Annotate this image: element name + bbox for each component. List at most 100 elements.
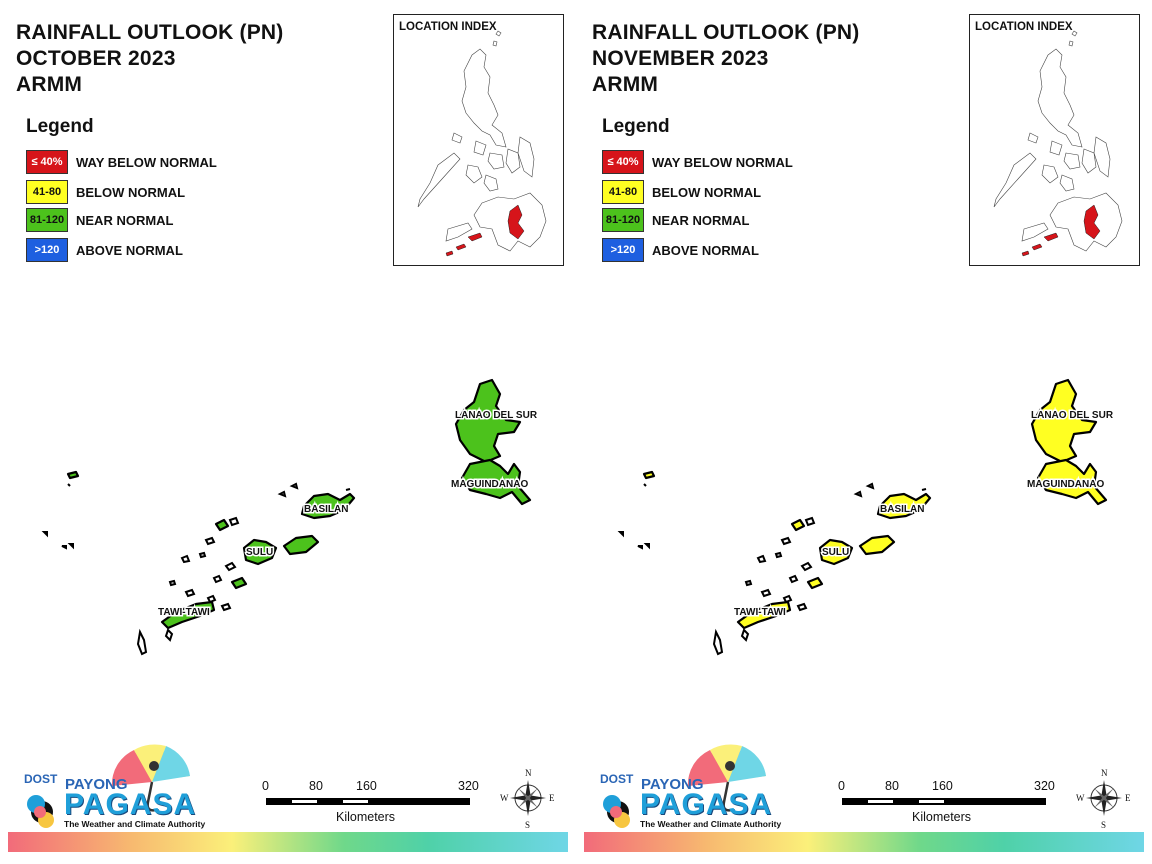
region-maguindanao — [1036, 458, 1108, 506]
compass-w: W — [1076, 793, 1085, 803]
region-lanao-del-sur — [1030, 378, 1098, 464]
region-maguindanao — [460, 458, 532, 506]
dost-text: DOST — [24, 772, 58, 786]
label-maguindanao: MAGUINDANAO — [1027, 479, 1104, 490]
title-line-2: NOVEMBER 2023 — [592, 47, 769, 70]
outlook-panel-november: RAINFALL OUTLOOK (PN) NOVEMBER 2023 ARMM… — [576, 0, 1152, 864]
legend-title: Legend — [26, 116, 94, 137]
outlook-panel-october: RAINFALL OUTLOOK (PN) OCTOBER 2023 ARMM … — [8, 14, 568, 852]
legend-label: BELOW NORMAL — [652, 185, 762, 200]
pagasa-text: PAGASA — [640, 788, 773, 821]
scale-unit-label: Kilometers — [336, 810, 396, 824]
scale-bar-graphic — [266, 798, 470, 805]
region-tawi-tawi-islet — [230, 576, 248, 590]
legend-label: WAY BELOW NORMAL — [652, 155, 793, 170]
legend-swatch: >120 — [26, 238, 68, 262]
label-basilan: BASILAN — [880, 504, 924, 515]
dost-text: DOST — [600, 772, 634, 786]
scale-bar-graphic — [842, 798, 1046, 805]
armm-highlight — [1021, 204, 1101, 257]
philippines-index-map — [993, 30, 1123, 257]
region-lanao-del-sur — [454, 378, 522, 464]
title-line-2: OCTOBER 2023 — [16, 47, 176, 70]
legend-swatch: 41-80 — [26, 180, 68, 204]
label-tawi-tawi: TAWI-TAWI — [158, 607, 210, 618]
province-regions — [66, 378, 532, 630]
scale-tick-0: 0 — [838, 779, 845, 793]
north-arrow-compass: N E S W — [500, 766, 556, 830]
legend-swatch: >120 — [602, 238, 644, 262]
scale-tick-160: 160 — [356, 779, 377, 793]
province-regions — [642, 378, 1108, 630]
region-tawi-tawi-islet — [806, 576, 824, 590]
pagasa-text: PAGASA — [64, 788, 197, 821]
compass-w: W — [500, 793, 509, 803]
scale-tick-160: 160 — [932, 779, 953, 793]
label-lanao-del-sur: LANAO DEL SUR — [455, 410, 538, 421]
region-tawi-tawi — [160, 600, 216, 630]
legend-swatch: 81-120 — [602, 208, 644, 232]
compass-rose-icon: N E S W — [1076, 768, 1131, 830]
legend-label: ABOVE NORMAL — [652, 243, 759, 258]
title-line-1: RAINFALL OUTLOOK (PN) — [16, 21, 284, 44]
umbrella-icon — [603, 744, 766, 828]
philippines-index-map — [417, 30, 547, 257]
legend-label: NEAR NORMAL — [652, 213, 750, 228]
umbrella-icon — [27, 744, 190, 828]
label-tawi-tawi: TAWI-TAWI — [734, 607, 786, 618]
scale-unit-label: Kilometers — [912, 810, 972, 824]
color-band — [8, 832, 568, 852]
armm-rainfall-map: LANAO DEL SUR MAGUINDANAO BASILAN SULU T… — [41, 378, 539, 656]
legend-label: NEAR NORMAL — [76, 213, 174, 228]
armm-rainfall-map: LANAO DEL SUR MAGUINDANAO BASILAN SULU T… — [617, 378, 1115, 656]
legend-label: ABOVE NORMAL — [76, 243, 183, 258]
compass-n: N — [1101, 768, 1108, 778]
scale-tick-320: 320 — [458, 779, 479, 793]
compass-s: S — [1101, 820, 1106, 830]
region-sulu-east — [282, 534, 320, 556]
region-sulu-east — [858, 534, 896, 556]
title-line-3: ARMM — [592, 73, 659, 96]
compass-e: E — [1125, 793, 1131, 803]
scale-tick-320: 320 — [1034, 779, 1055, 793]
legend-swatch: ≤ 40% — [26, 150, 68, 174]
region-basilan — [300, 492, 356, 520]
location-index-inset: LOCATION INDEX — [969, 14, 1140, 266]
location-index-title: LOCATION INDEX — [399, 21, 497, 33]
label-lanao-del-sur: LANAO DEL SUR — [1031, 410, 1114, 421]
map-title: RAINFALL OUTLOOK (PN) NOVEMBER 2023 ARMM — [592, 20, 859, 98]
location-index-title: LOCATION INDEX — [975, 21, 1073, 33]
compass-s: S — [525, 820, 530, 830]
title-line-3: ARMM — [16, 73, 83, 96]
minor-islands — [41, 482, 351, 656]
map-title: RAINFALL OUTLOOK (PN) OCTOBER 2023 ARMM — [16, 20, 283, 98]
legend-label: BELOW NORMAL — [76, 185, 186, 200]
scale-tick-80: 80 — [309, 779, 323, 793]
legend-swatch: 81-120 — [26, 208, 68, 232]
region-tawi-tawi — [736, 600, 792, 630]
payong-text: PAYONG — [65, 776, 128, 793]
compass-e: E — [549, 793, 555, 803]
payong-text: PAYONG — [641, 776, 704, 793]
payong-pagasa-logo: DOST PAYONG PAGASA The Weather and Clima… — [592, 740, 782, 832]
label-sulu: SULU — [822, 547, 849, 558]
legend-swatch: 41-80 — [602, 180, 644, 204]
legend-label: WAY BELOW NORMAL — [76, 155, 217, 170]
compass-rose-icon: N E S W — [500, 768, 555, 830]
legend-swatch: ≤ 40% — [602, 150, 644, 174]
region-sulu — [242, 538, 278, 566]
label-maguindanao: MAGUINDANAO — [451, 479, 528, 490]
scale-tick-0: 0 — [262, 779, 269, 793]
color-band — [584, 832, 1144, 852]
compass-n: N — [525, 768, 532, 778]
title-line-1: RAINFALL OUTLOOK (PN) — [592, 21, 860, 44]
north-arrow-compass: N E S W — [1076, 766, 1132, 830]
tagline-text: The Weather and Climate Authority — [640, 819, 782, 829]
minor-islands — [617, 482, 927, 656]
tagline-text: The Weather and Climate Authority — [64, 819, 206, 829]
label-sulu: SULU — [246, 547, 273, 558]
legend-title: Legend — [602, 116, 670, 137]
payong-pagasa-logo: DOST PAYONG PAGASA The Weather and Clima… — [16, 740, 206, 832]
scale-bar: 0 80 160 320 Kilometers — [838, 776, 1068, 832]
scale-bar: 0 80 160 320 Kilometers — [262, 776, 492, 832]
